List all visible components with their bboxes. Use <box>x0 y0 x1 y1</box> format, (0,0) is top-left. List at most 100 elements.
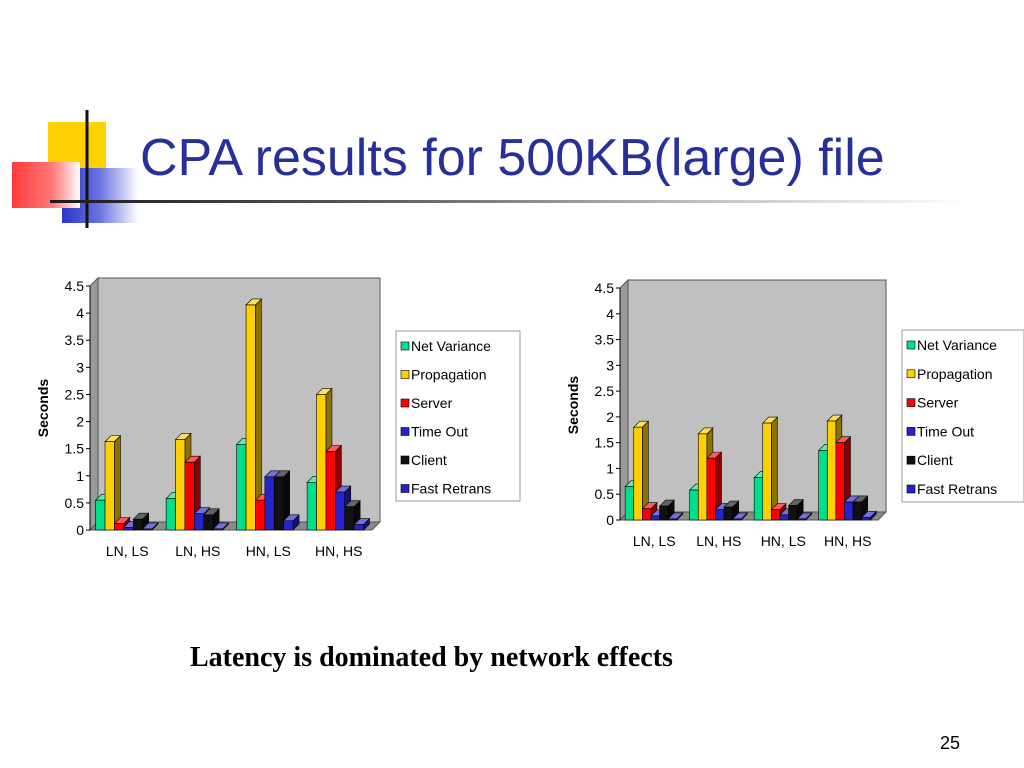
bar-client <box>787 498 804 521</box>
legend-swatch <box>906 369 916 379</box>
bar-client <box>273 470 291 531</box>
legend-label: Time Out <box>917 423 974 439</box>
y-tick-label: 0 <box>606 512 614 528</box>
y-tick-label: 0.5 <box>595 486 615 502</box>
bar-front <box>835 442 845 521</box>
y-tick-label: 3 <box>76 359 84 375</box>
bar-front <box>667 518 678 521</box>
x-category-label: LN, LS <box>633 533 676 549</box>
page-title: CPA results for 500KB(large) file <box>140 129 885 187</box>
bar-front <box>184 461 195 531</box>
bar-front <box>706 457 716 521</box>
bar-front <box>203 514 214 531</box>
bar-front <box>796 518 807 521</box>
bar-front <box>633 426 643 521</box>
y-tick-label: 4.5 <box>65 278 85 294</box>
y-tick-label: 3.5 <box>65 332 85 348</box>
plot-side-wall <box>619 278 629 522</box>
bar-front <box>650 515 660 521</box>
bar-fast-retrans <box>282 514 300 531</box>
legend-label: Server <box>411 395 453 411</box>
legend-label: Server <box>917 395 959 411</box>
bar-propagation <box>245 298 263 531</box>
bar-front <box>844 501 854 521</box>
bar-client <box>132 512 150 531</box>
bar-front <box>132 518 143 531</box>
legend-label: Fast Retrans <box>917 481 997 497</box>
bar-front <box>732 518 742 521</box>
legend-label: Client <box>411 452 447 468</box>
bar-fast-retrans <box>860 510 877 521</box>
legend-label: Propagation <box>917 366 993 382</box>
y-axis-title: Seconds <box>35 379 51 438</box>
bar-fast-retrans <box>141 522 159 531</box>
bar-front <box>779 514 789 521</box>
bar-front <box>642 508 652 521</box>
legend-swatch <box>400 341 410 351</box>
legend-label: Net Variance <box>917 337 997 353</box>
legend-swatch <box>400 398 410 408</box>
bar-front <box>689 489 699 521</box>
bar-fast-retrans <box>353 517 371 531</box>
y-tick-label: 2 <box>76 414 84 430</box>
x-category-label: HN, LS <box>246 543 291 559</box>
legend-label: Client <box>917 452 953 468</box>
y-tick-label: 0.5 <box>65 495 85 511</box>
bar-front <box>659 505 669 521</box>
title-underline <box>50 200 970 203</box>
legend-swatch <box>906 340 916 350</box>
x-category-label: LN, HS <box>175 543 220 559</box>
legend-label: Time Out <box>411 424 468 440</box>
bar-fast-retrans <box>731 512 748 521</box>
y-axis-title: Seconds <box>565 376 581 435</box>
bar-front <box>344 506 355 531</box>
y-tick-label: 1 <box>606 460 614 476</box>
bar-front <box>325 451 336 531</box>
x-category-label: LN, LS <box>106 543 149 559</box>
y-tick-label: 1 <box>76 468 84 484</box>
legend-label: Fast Retrans <box>411 481 491 497</box>
bar-front <box>753 477 764 521</box>
bar-fast-retrans <box>212 522 230 531</box>
x-category-label: HN, HS <box>315 543 362 559</box>
bar-front <box>826 420 837 521</box>
legend-swatch <box>400 427 410 436</box>
bar-front <box>353 524 364 531</box>
y-tick-label: 2.5 <box>65 386 85 402</box>
legend-swatch <box>906 484 916 494</box>
y-tick-label: 0 <box>76 522 84 538</box>
legend-swatch <box>400 484 410 493</box>
bar-front <box>245 304 256 531</box>
bar-front <box>852 501 862 521</box>
bar-front <box>273 476 284 531</box>
bar-front <box>762 422 772 521</box>
bar-propagation <box>762 416 779 521</box>
bar-front <box>212 528 223 531</box>
bar-front <box>723 506 733 521</box>
legend-swatch <box>400 370 410 379</box>
bar-front <box>114 523 125 531</box>
bar-fast-retrans <box>667 512 684 521</box>
legend-swatch <box>906 398 916 407</box>
slide-caption: Latency is dominated by network effects <box>190 642 673 673</box>
y-tick-label: 1.5 <box>595 435 615 451</box>
y-tick-label: 4.5 <box>595 280 615 296</box>
bar-front <box>715 509 725 521</box>
legend-swatch <box>906 455 916 465</box>
bar-front <box>283 520 294 531</box>
bar-front <box>861 517 871 521</box>
x-category-label: HN, HS <box>824 533 871 549</box>
bar-front <box>771 509 781 521</box>
y-tick-label: 3.5 <box>595 332 615 348</box>
y-tick-label: 3 <box>606 357 614 373</box>
legend-box <box>395 330 521 502</box>
y-tick-label: 4 <box>76 305 84 321</box>
y-tick-label: 4 <box>606 306 614 322</box>
x-category-label: HN, LS <box>761 533 806 549</box>
y-tick-label: 2 <box>606 409 614 425</box>
bar-front <box>788 505 798 521</box>
x-category-label: LN, HS <box>696 533 741 549</box>
legend-label: Net Variance <box>411 338 491 354</box>
